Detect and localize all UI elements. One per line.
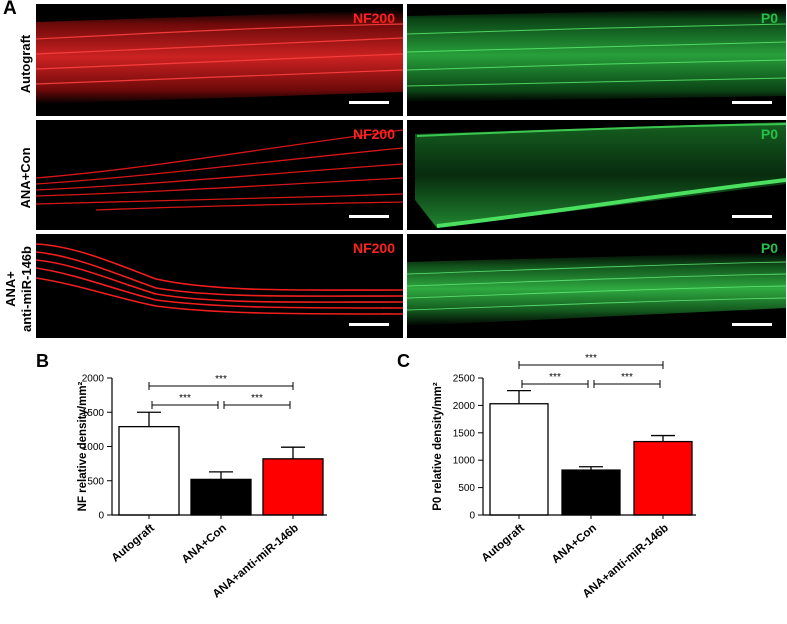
micrograph-autograft-nf200: NF200 (36, 4, 403, 116)
scale-bar (349, 215, 389, 218)
stain-label-p0: P0 (760, 126, 778, 142)
bar (190, 478, 252, 516)
row-label-ana-anti-line2: anti-miR-146b (19, 246, 34, 332)
y-tick-label: 500 (87, 476, 104, 487)
bar (633, 440, 693, 516)
y-tick-label: 1000 (453, 456, 476, 467)
micrograph-autograft-p0: P0 (407, 4, 786, 116)
y-tick-label: 0 (98, 511, 104, 522)
x-tick-label: Autograft (480, 522, 527, 565)
row-label-ana-con: ANA+Con (18, 147, 33, 209)
stain-label-p0: P0 (760, 240, 778, 256)
nerve-texture-green-3 (407, 252, 786, 326)
significance-label: *** (251, 393, 263, 404)
chart-p0-density: C 0 500 1000 1500 2000 2500 P0 relative density… (397, 351, 696, 601)
y-axis-label: P0 relative density/mm² (432, 382, 444, 511)
scale-bar (732, 215, 772, 218)
row-label-autograft: Autograft (18, 34, 33, 94)
bar (118, 425, 180, 516)
significance-label: *** (585, 353, 597, 364)
nerve-texture-red-1 (36, 10, 403, 104)
y-axis-label: NF relative density/mm² (77, 381, 89, 511)
scale-bar (732, 101, 772, 104)
y-tick-label: 1000 (82, 442, 105, 453)
micrograph-ana-con-p0: P0 (407, 120, 786, 230)
significance-label: *** (215, 374, 227, 385)
row-label-ana-anti-line1: ANA+ (3, 271, 18, 307)
y-tick-label: 2000 (82, 374, 105, 385)
nerve-texture-red-3 (36, 243, 403, 315)
nerve-texture-red-2 (36, 129, 403, 211)
y-tick-label: 2500 (453, 374, 476, 385)
y-tick-label: 2000 (453, 401, 476, 412)
significance-label: *** (179, 393, 191, 404)
scale-bar (349, 323, 389, 326)
micrograph-ana-anti-p0: P0 (407, 234, 786, 338)
nerve-texture-green-2 (415, 122, 786, 228)
stain-label-nf200: NF200 (352, 126, 395, 142)
y-tick-label: 1500 (82, 408, 105, 419)
scale-bar (349, 101, 389, 104)
x-tick-label: ANA+Con (550, 522, 599, 566)
stain-label-nf200: NF200 (352, 10, 395, 26)
bar (489, 403, 549, 516)
row-label-ana-anti: ANA+ anti-miR-146b (3, 219, 37, 359)
panel-a-label: A (3, 0, 17, 19)
y-tick-label: 1500 (453, 428, 476, 439)
stain-label-nf200: NF200 (352, 240, 395, 256)
bar (262, 458, 324, 516)
significance-label: *** (621, 372, 633, 383)
stain-label-p0: P0 (760, 10, 778, 26)
micrograph-ana-anti-nf200: NF200 (36, 234, 403, 338)
y-tick-label: 500 (458, 483, 475, 494)
bar (561, 469, 621, 516)
significance-label: *** (549, 372, 561, 383)
panel-label: C (397, 351, 410, 371)
x-tick-label: Autograft (110, 522, 157, 565)
panel-label: B (36, 351, 49, 371)
micrograph-ana-con-nf200: NF200 (36, 120, 403, 230)
nerve-texture-green-1 (407, 8, 786, 102)
y-tick-label: 0 (469, 511, 475, 522)
scale-bar (732, 323, 772, 326)
x-tick-label: ANA+Con (180, 522, 229, 566)
